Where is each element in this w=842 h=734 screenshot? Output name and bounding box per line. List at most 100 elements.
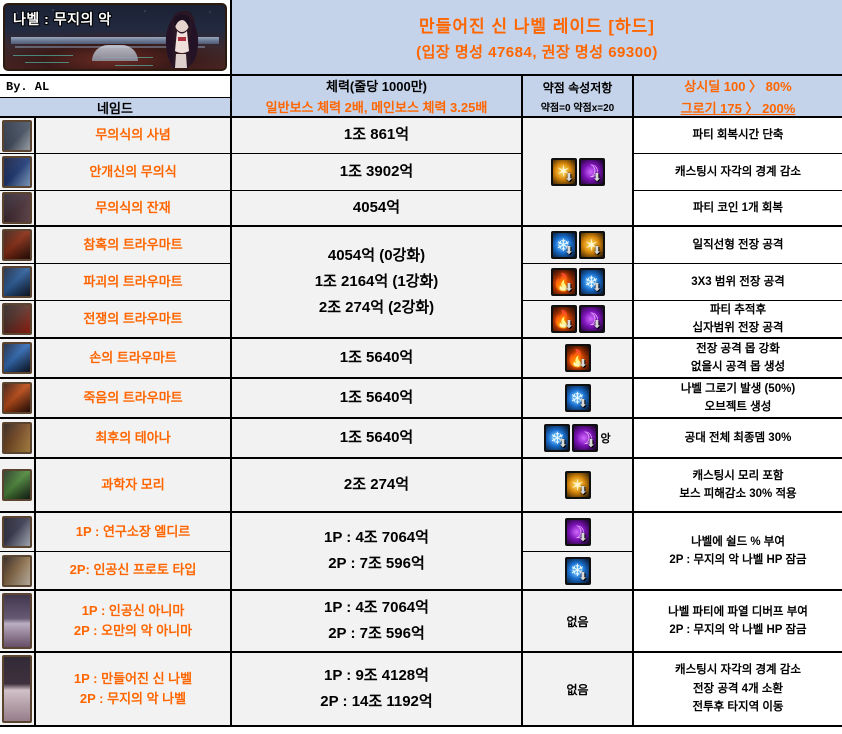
element-none-text: 없음 <box>566 682 589 697</box>
description-line: 파티 코인 1개 회복 <box>692 201 784 214</box>
dark-element-icon: ☽ ⬇ <box>564 518 591 546</box>
monster-hp-text: 2P : 7조 596억 <box>328 555 425 572</box>
monster-name: 전쟁의 트라우마트 <box>36 301 232 339</box>
down-arrow-icon: ⬇ <box>564 245 574 257</box>
element-weakness: 🔥 ⬇ ❄ ⬇ <box>523 264 634 301</box>
ice-glyph: ❄ <box>556 235 571 255</box>
table-row[interactable]: 2P: 인공신 프로토 타입 <box>0 552 232 591</box>
row-thumbnail <box>0 339 36 379</box>
monster-hp: 1P : 9조 4128억 2P : 14조 1192억 <box>232 653 523 727</box>
description-line: 캐스팅시 자각의 경계 감소 <box>675 664 801 677</box>
down-arrow-icon: ⬇ <box>578 532 588 544</box>
table-row[interactable]: 손의 트라우마트 1조 5640억 🔥 ⬇ 전장 공격 몹 강화 없을시 공격 … <box>0 339 842 379</box>
raid-title-sub: (입장 명성 47684, 권장 명성 69300) <box>416 44 658 61</box>
monster-hp-text: 1조 861억 <box>343 126 410 144</box>
fire-element-icon: 🔥 ⬇ <box>550 268 577 296</box>
monster-name: 1P : 만들어진 신 나벨 2P : 무지의 악 나벨 <box>36 653 232 727</box>
dark-glyph: ☽ <box>569 522 586 542</box>
description-line: 전장 공격 4개 소환 <box>692 682 784 695</box>
table-row[interactable]: 무의식의 사념 1조 861억 <box>0 118 523 154</box>
light-glyph: ✶ <box>556 162 571 181</box>
table-section-unconscious: 무의식의 사념 1조 861억 안개신의 무의식 1조 3902억 <box>0 118 842 227</box>
description-line: 오브젝트 생성 <box>704 401 772 413</box>
monster-hp-text: 1조 3902억 <box>339 162 414 180</box>
table-row[interactable]: 전쟁의 트라우마트 <box>0 301 232 339</box>
description-line: 전투후 타지역 이동 <box>692 701 784 714</box>
monster-name-text: 죽음의 트라우마트 <box>83 389 183 405</box>
banner-streak <box>115 65 153 66</box>
monster-name: 손의 트라우마트 <box>36 339 232 379</box>
banner-streak <box>25 62 69 63</box>
fire-element-icon: 🔥 ⬇ <box>564 344 591 372</box>
table-row[interactable]: 1P : 인공신 아니마 2P : 오만의 악 아니마 1P : 4조 7064… <box>0 591 842 653</box>
ice-element-icon: ❄ ⬇ <box>578 268 605 296</box>
element-weakness: ❄ ⬇ ☽ ⬇ 앙 <box>523 419 634 459</box>
portrait-icon <box>2 593 32 649</box>
monster-name: 1P : 인공신 아니마 2P : 오만의 악 아니마 <box>36 591 232 653</box>
row-thumbnail <box>0 379 36 419</box>
monster-hp: 1조 861억 <box>232 118 523 154</box>
element-weakness: 🔥 ⬇ ☽ ⬇ <box>523 301 634 339</box>
ice-glyph: ❄ <box>570 561 585 580</box>
portrait-icon <box>2 422 32 454</box>
monster-name-text: 무의식의 잔재 <box>95 199 171 215</box>
down-arrow-icon: ⬇ <box>558 438 568 450</box>
element-suffix-text: 앙 <box>600 433 611 445</box>
monster-name: 무의식의 사념 <box>36 118 232 154</box>
description-line: 3X3 범위 전장 공격 <box>691 275 785 288</box>
table-row[interactable]: 죽음의 트라우마트 1조 5640억 ❄ ⬇ 나벨 그로기 발생 (50%) 오… <box>0 379 842 419</box>
down-arrow-icon: ⬇ <box>564 282 574 294</box>
column-header-element: 약점 속성저항 약점=0 약점x=20 <box>523 76 634 118</box>
portrait-icon <box>2 119 32 152</box>
fire-glyph: 🔥 <box>552 272 575 292</box>
column-header-deal-line2: 그로기 175 〉 200% <box>680 100 796 116</box>
table-row[interactable]: 과학자 모리 2조 274억 ✶ ⬇ 캐스팅시 모리 포함 보스 피해감소 30… <box>0 459 842 513</box>
table-row[interactable]: 참혹의 트라우마트 <box>0 227 232 264</box>
monster-name-text: 1P : 연구소장 엘디르 <box>75 523 191 539</box>
monster-name-text: 과학자 모리 <box>101 476 165 492</box>
ice-glyph: ❄ <box>550 428 565 448</box>
monster-name-text: 참혹의 트라우마트 <box>83 236 183 252</box>
portrait-icon <box>2 342 32 374</box>
description-line: 2P : 무지의 악 나벨 HP 잠금 <box>669 554 807 566</box>
table-section-traumat: 참혹의 트라우마트 파괴의 트라우마트 전쟁의 트라우마트 <box>0 227 842 339</box>
monster-description: 캐스팅시 자각의 경계 감소 <box>634 154 842 191</box>
down-arrow-icon: ⬇ <box>592 282 602 294</box>
monster-name: 최후의 테아나 <box>36 419 232 459</box>
dark-glyph: ☽ <box>577 428 594 448</box>
element-weakness: ✶ ⬇ <box>523 459 634 513</box>
row-thumbnail <box>0 653 36 727</box>
credit-cell: By. AL <box>0 76 232 98</box>
monster-name-text: 2P: 인공신 프로토 타입 <box>69 562 197 578</box>
table-row[interactable]: 파괴의 트라우마트 <box>0 264 232 301</box>
description-line: 파티 회복시간 단축 <box>692 129 784 142</box>
monster-name-text: 무의식의 사념 <box>95 127 171 143</box>
down-arrow-icon: ⬇ <box>592 171 602 184</box>
row-thumbnail <box>0 591 36 653</box>
row-thumbnail <box>0 301 36 339</box>
ice-glyph: ❄ <box>570 388 585 408</box>
monster-description: 캐스팅시 모리 포함 보스 피해감소 30% 적용 <box>634 459 842 513</box>
row-thumbnail <box>0 419 36 459</box>
column-header-element-line1: 약점 속성저항 <box>542 80 613 95</box>
portrait-icon <box>2 382 32 414</box>
column-header-hp-line2: 일반보스 체력 2배, 메인보스 체력 3.25배 <box>265 100 488 115</box>
ice-element-icon: ❄ ⬇ <box>564 556 591 585</box>
monster-hp-group: 1P : 4조 7064억 2P : 7조 596억 <box>232 513 523 591</box>
row-thumbnail <box>0 154 36 191</box>
element-none-text: 없음 <box>566 614 589 629</box>
ice-element-icon: ❄ ⬇ <box>544 424 571 452</box>
monster-description: 공대 전체 최종뎀 30% <box>634 419 842 459</box>
table-row[interactable]: 무의식의 잔재 4054억 <box>0 191 523 227</box>
table-row[interactable]: 1P : 연구소장 엘디르 <box>0 513 232 552</box>
monster-hp: 1P : 4조 7064억 2P : 7조 596억 <box>232 591 523 653</box>
element-weakness: 없음 <box>523 653 634 727</box>
table-row[interactable]: 1P : 만들어진 신 나벨 2P : 무지의 악 나벨 1P : 9조 412… <box>0 653 842 727</box>
table-row[interactable]: 안개신의 무의식 1조 3902억 <box>0 154 523 191</box>
table-row[interactable]: 최후의 테아나 1조 5640억 ❄ ⬇ ☽ ⬇ 앙 공대 전체 최종뎀 30% <box>0 419 842 459</box>
raid-banner: 나벨 : 무지의 악 <box>0 0 232 76</box>
row-thumbnail <box>0 552 36 591</box>
description-line: 십자범위 전장 공격 <box>692 322 784 334</box>
banner-title-text: 나벨 : 무지의 악 <box>13 11 112 27</box>
monster-hp-text: 1조 5640억 <box>339 428 414 446</box>
